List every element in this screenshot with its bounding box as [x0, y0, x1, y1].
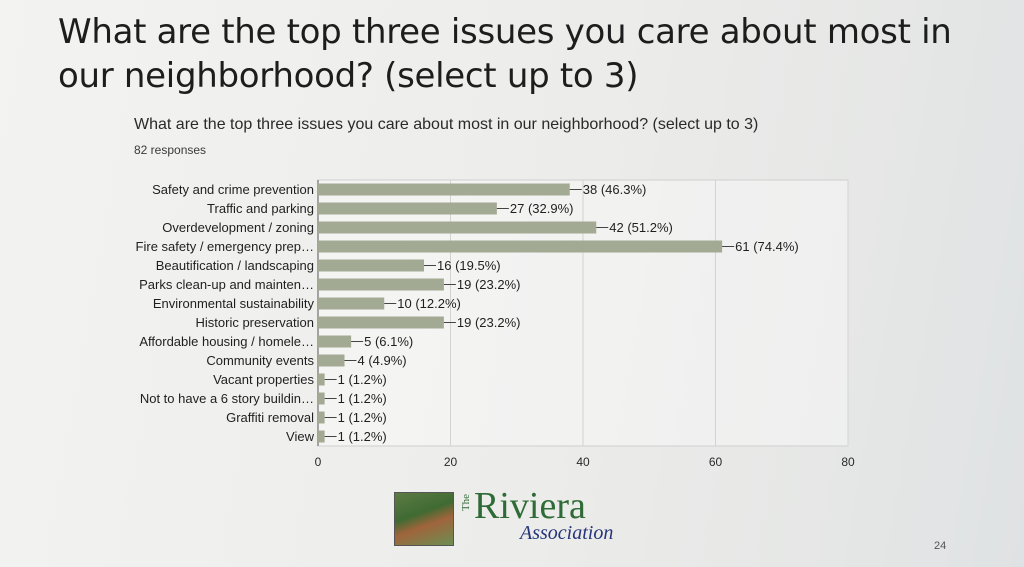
response-count: 82 responses	[134, 143, 207, 157]
bar	[318, 221, 597, 234]
category-label: Safety and crime prevention	[152, 182, 314, 197]
category-label: Affordable housing / homele…	[139, 334, 314, 349]
x-tick-label: 80	[841, 455, 855, 469]
bar	[318, 392, 325, 405]
data-label: 38 (46.3%)	[583, 182, 647, 197]
data-label: 19 (23.2%)	[457, 315, 521, 330]
category-label: Overdevelopment / zoning	[162, 220, 314, 235]
bar	[318, 373, 325, 386]
category-label: Traffic and parking	[207, 201, 314, 216]
data-label: 4 (4.9%)	[358, 353, 407, 368]
bar	[318, 354, 345, 367]
data-label: 61 (74.4%)	[735, 239, 799, 254]
riviera-association-logo: The Riviera Association	[394, 485, 644, 546]
bar	[318, 259, 424, 272]
category-label: View	[286, 429, 315, 444]
x-tick-label: 0	[315, 455, 322, 469]
category-label: Fire safety / emergency prep…	[136, 239, 314, 254]
data-label: 5 (6.1%)	[364, 334, 413, 349]
category-label: Graffiti removal	[226, 410, 314, 425]
category-label: Parks clean-up and mainten…	[139, 277, 314, 292]
logo-association: Association	[520, 522, 614, 544]
category-label: Historic preservation	[196, 315, 315, 330]
category-label: Vacant properties	[213, 372, 314, 387]
x-tick-label: 20	[444, 455, 458, 469]
data-label: 1 (1.2%)	[338, 410, 387, 425]
bar	[318, 240, 723, 253]
x-tick-label: 60	[709, 455, 723, 469]
x-tick-label: 40	[576, 455, 590, 469]
bar	[318, 316, 444, 329]
bar	[318, 430, 325, 443]
category-label: Beautification / landscaping	[156, 258, 314, 273]
data-label: 1 (1.2%)	[338, 429, 387, 444]
logo-riviera: Riviera	[474, 485, 586, 527]
data-label: 1 (1.2%)	[338, 391, 387, 406]
data-label: 10 (12.2%)	[397, 296, 461, 311]
bar	[318, 411, 325, 424]
bar	[318, 202, 497, 215]
data-label: 1 (1.2%)	[338, 372, 387, 387]
bar	[318, 183, 570, 196]
data-label: 42 (51.2%)	[609, 220, 673, 235]
slide-number: 24	[934, 540, 947, 552]
logo-photo	[394, 492, 454, 546]
category-label: Environmental sustainability	[153, 296, 315, 311]
chart-title: What are the top three issues you care a…	[134, 116, 759, 133]
bar	[318, 278, 444, 291]
category-label: Community events	[206, 353, 314, 368]
data-label: 16 (19.5%)	[437, 258, 501, 273]
category-label: Not to have a 6 story buildin…	[140, 391, 314, 406]
slide-title: What are the top three issues you care a…	[58, 12, 952, 96]
logo-the: The	[460, 494, 472, 512]
data-label: 27 (32.9%)	[510, 201, 574, 216]
bar	[318, 297, 385, 310]
bar	[318, 335, 352, 348]
data-label: 19 (23.2%)	[457, 277, 521, 292]
